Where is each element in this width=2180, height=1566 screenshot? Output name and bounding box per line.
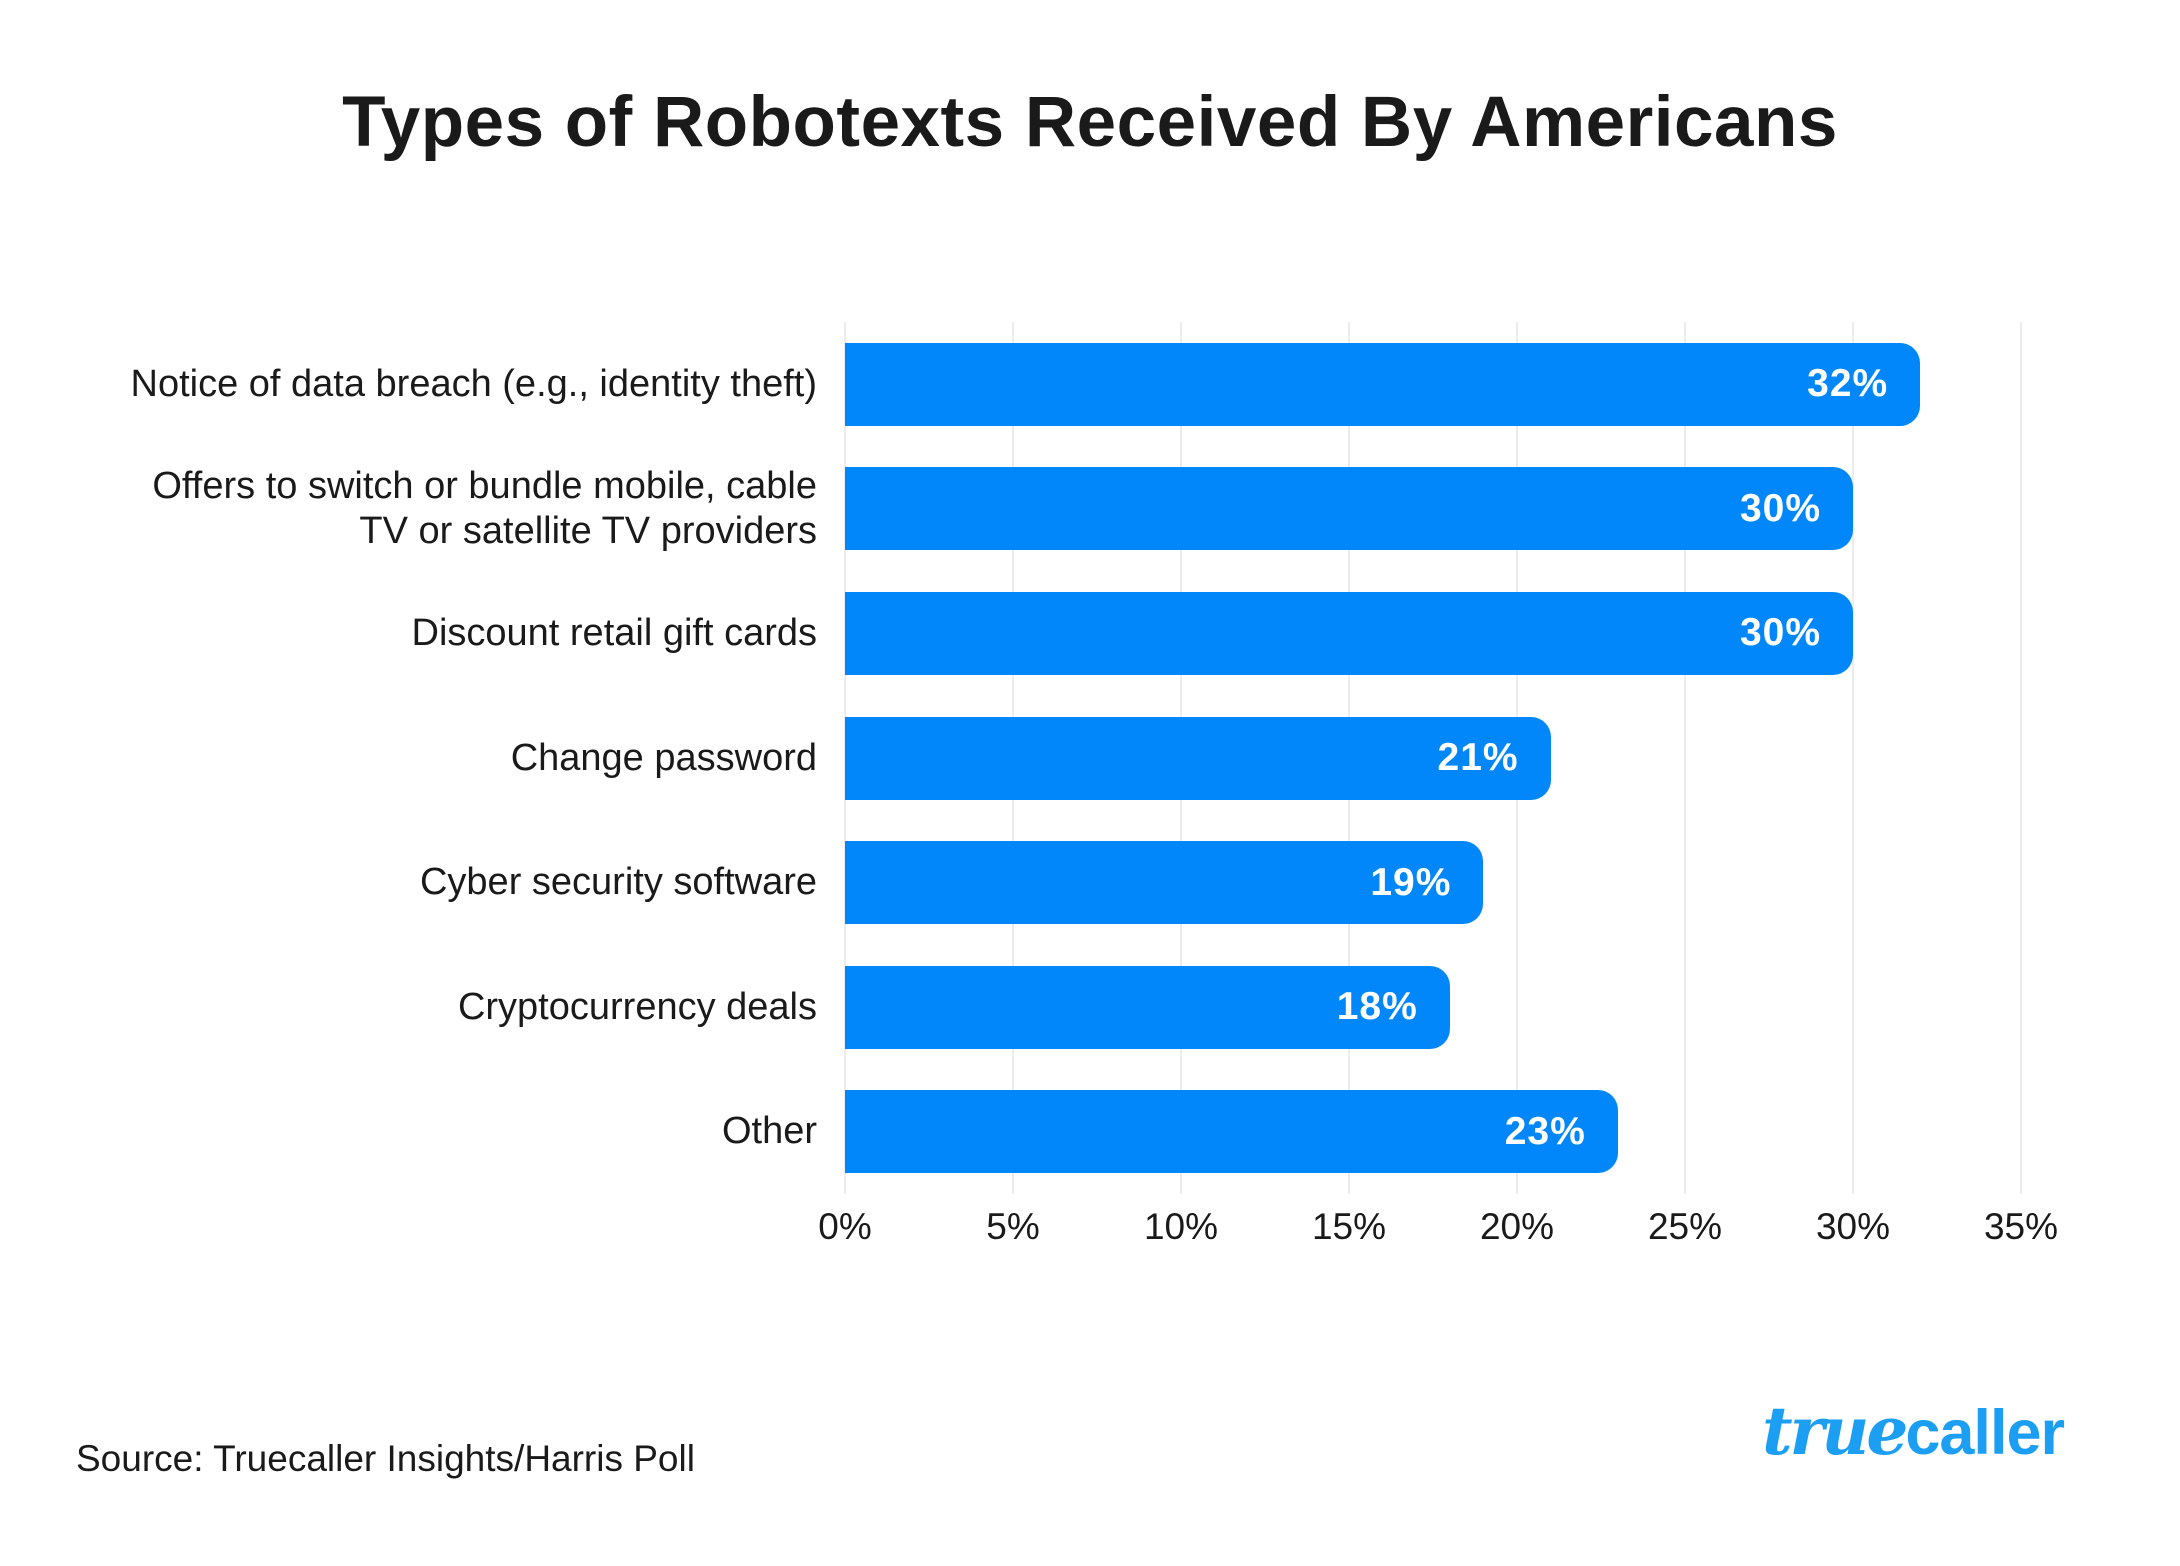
bar-chart: Notice of data breach (e.g., identity th… [0, 322, 2180, 1194]
chart-title: Types of Robotexts Received By Americans [342, 83, 1838, 162]
bar-value-label: 21% [1437, 736, 1519, 780]
x-axis-tick-label: 10% [1143, 1206, 1219, 1247]
bar-track: 23% [845, 1090, 2021, 1174]
bar-track: 32% [845, 342, 2021, 426]
bar-value-label: 23% [1504, 1109, 1586, 1153]
category-label: Offers to switch or bundle mobile, cable… [152, 465, 817, 552]
x-axis-tick-label: 25% [1647, 1206, 1723, 1247]
x-axis-tick-label: 5% [986, 1206, 1040, 1247]
gridline [2020, 322, 2022, 1194]
bar: 19% [845, 841, 1484, 925]
bar-track: 21% [845, 716, 2021, 800]
chart-row: Discount retail gift cards 30% [0, 571, 2180, 696]
bar: 21% [845, 716, 1551, 800]
bar-track: 19% [845, 841, 2021, 925]
bar-value-label: 30% [1739, 611, 1821, 655]
bar: 18% [845, 965, 1450, 1049]
category-label: Cryptocurrency deals [457, 985, 817, 1028]
x-axis-tick-label: 35% [1983, 1206, 2059, 1247]
category-label: Cyber security software [419, 861, 817, 904]
source-note: Source: Truecaller Insights/Harris Poll [76, 1438, 695, 1479]
bar-value-label: 19% [1370, 860, 1452, 904]
category-label: Other [721, 1110, 817, 1153]
x-axis-tick-label: 15% [1311, 1206, 1387, 1247]
category-label: Change password [510, 736, 817, 779]
x-axis: 0% 5% 10% 15% 20% 25% 30% 35% [818, 1206, 2058, 1266]
truecaller-logo: true caller [1762, 1392, 2065, 1470]
bar-value-label: 18% [1336, 985, 1418, 1029]
bar: 30% [845, 467, 1853, 551]
bar: 30% [845, 591, 1853, 675]
gridline [1684, 322, 1686, 1194]
gridline [1852, 322, 1854, 1194]
bar-value-label: 30% [1739, 486, 1821, 530]
bar-value-label: 32% [1807, 362, 1889, 406]
bar: 32% [845, 342, 1921, 426]
x-axis-tick-label: 20% [1479, 1206, 1555, 1247]
chart-row: Notice of data breach (e.g., identity th… [0, 322, 2180, 447]
bar-track: 18% [845, 965, 2021, 1049]
chart-row: Change password 21% [0, 696, 2180, 821]
bar-track: 30% [845, 591, 2021, 675]
bar-track: 30% [845, 467, 2021, 551]
chart-row: Cyber security software 19% [0, 820, 2180, 945]
chart-row: Other 23% [0, 1069, 2180, 1194]
chart-row: Offers to switch or bundle mobile, cable… [0, 447, 2180, 572]
x-axis-tick-label: 30% [1815, 1206, 1891, 1247]
x-axis-tick-label: 0% [818, 1206, 872, 1247]
logo-word-caller: caller [1905, 1398, 2065, 1468]
chart-row: Cryptocurrency deals 18% [0, 945, 2180, 1070]
category-label: Discount retail gift cards [411, 612, 818, 655]
logo-word-true: true [1762, 1392, 1908, 1470]
bar: 23% [845, 1090, 1618, 1174]
chart-rows: Notice of data breach (e.g., identity th… [0, 322, 2180, 1194]
category-label: Notice of data breach (e.g., identity th… [130, 362, 818, 405]
